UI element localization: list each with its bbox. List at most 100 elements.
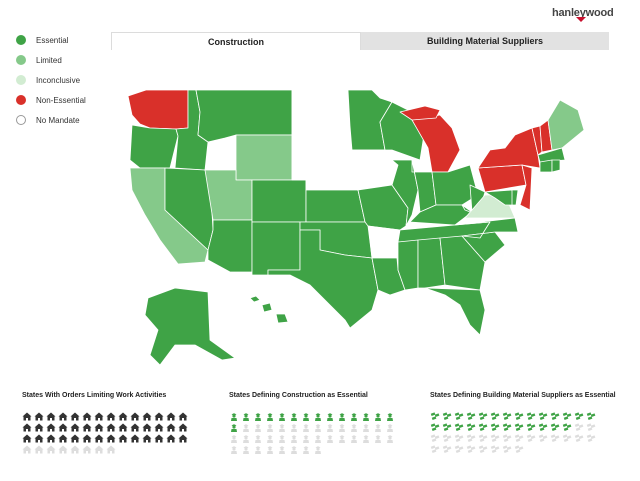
state-florida[interactable] xyxy=(424,287,486,336)
legend-item-no-mandate: No Mandate xyxy=(16,110,86,130)
state-alabama[interactable] xyxy=(417,237,446,289)
house-icon xyxy=(58,419,68,432)
state-maine[interactable] xyxy=(547,99,585,151)
state-rhode-island[interactable] xyxy=(551,159,561,173)
state-new-york[interactable] xyxy=(477,127,541,169)
state-alaska[interactable] xyxy=(144,287,236,366)
house-icon xyxy=(94,441,104,454)
bricks-icon xyxy=(574,430,584,442)
us-map xyxy=(127,89,585,366)
tab-construction[interactable]: Construction xyxy=(111,32,361,50)
legend-label: No Mandate xyxy=(36,115,80,125)
bricks-icon xyxy=(454,408,464,420)
state-washington[interactable] xyxy=(127,89,189,130)
state-arkansas[interactable] xyxy=(367,225,401,259)
non-essential-dot-icon xyxy=(16,95,26,105)
house-icon xyxy=(22,408,32,421)
house-icon xyxy=(34,430,44,443)
bricks-icon xyxy=(430,408,440,420)
worker-icon xyxy=(361,419,371,432)
tab-building-material-suppliers[interactable]: Building Material Suppliers xyxy=(361,32,609,50)
stat-title: States Defining Construction as Essentia… xyxy=(229,392,368,399)
bricks-icon xyxy=(574,408,584,420)
state-north-dakota[interactable] xyxy=(291,89,351,127)
house-icon xyxy=(58,430,68,443)
worker-icon xyxy=(301,419,311,432)
state-new-mexico[interactable] xyxy=(251,221,301,276)
essential-dot-icon xyxy=(16,35,26,45)
stat-title: States Defining Building Material Suppli… xyxy=(430,392,616,399)
bricks-icon xyxy=(562,419,572,431)
house-icon xyxy=(118,419,128,432)
house-icon xyxy=(94,419,104,432)
state-mississippi[interactable] xyxy=(397,239,419,291)
worker-icon xyxy=(241,430,251,443)
state-maryland[interactable] xyxy=(484,189,516,206)
bricks-icon xyxy=(514,441,524,453)
legend-item-limited: Limited xyxy=(16,50,86,70)
bricks-icon xyxy=(550,408,560,420)
state-connecticut[interactable] xyxy=(539,159,553,173)
state-oregon[interactable] xyxy=(129,124,179,169)
icon-grid xyxy=(22,408,188,454)
bricks-icon xyxy=(550,430,560,442)
state-montana[interactable] xyxy=(195,89,293,143)
house-icon xyxy=(142,408,152,421)
worker-icon xyxy=(229,441,239,454)
state-pennsylvania[interactable] xyxy=(477,164,527,193)
house-icon xyxy=(34,419,44,432)
house-icon xyxy=(94,430,104,443)
worker-icon xyxy=(349,408,359,421)
house-icon xyxy=(94,408,104,421)
bricks-icon xyxy=(526,430,536,442)
house-icon xyxy=(70,419,80,432)
state-delaware[interactable] xyxy=(511,189,519,206)
state-arizona[interactable] xyxy=(207,219,253,273)
house-icon xyxy=(82,408,92,421)
bricks-icon xyxy=(430,419,440,431)
state-hawaii[interactable] xyxy=(249,295,261,303)
bricks-icon xyxy=(550,419,560,431)
bricks-icon xyxy=(574,419,584,431)
worker-icon xyxy=(313,430,323,443)
house-icon xyxy=(118,408,128,421)
house-icon xyxy=(106,419,116,432)
bricks-icon xyxy=(454,430,464,442)
state-hawaii-3[interactable] xyxy=(275,313,289,324)
worker-icon xyxy=(289,419,299,432)
house-icon xyxy=(46,441,56,454)
bricks-icon xyxy=(586,419,596,431)
bricks-icon xyxy=(514,430,524,442)
bricks-icon xyxy=(442,430,452,442)
state-iowa[interactable] xyxy=(351,149,399,191)
bricks-icon xyxy=(526,408,536,420)
bricks-icon xyxy=(430,430,440,442)
house-icon xyxy=(166,419,176,432)
state-michigan-upper[interactable] xyxy=(399,105,441,121)
house-icon xyxy=(142,430,152,443)
state-hawaii-2[interactable] xyxy=(261,302,273,313)
worker-icon xyxy=(277,408,287,421)
worker-icon xyxy=(349,419,359,432)
bricks-icon xyxy=(502,419,512,431)
state-michigan[interactable] xyxy=(411,114,461,173)
house-icon xyxy=(118,430,128,443)
worker-icon xyxy=(229,430,239,443)
worker-icon xyxy=(301,441,311,454)
state-kansas[interactable] xyxy=(305,189,366,223)
state-new-jersey[interactable] xyxy=(519,164,533,211)
worker-icon xyxy=(277,441,287,454)
worker-icon xyxy=(253,419,263,432)
state-massachusetts[interactable] xyxy=(537,147,566,163)
worker-icon xyxy=(265,408,275,421)
state-texas[interactable] xyxy=(267,229,379,329)
worker-icon xyxy=(277,419,287,432)
house-icon xyxy=(70,430,80,443)
state-north-carolina[interactable] xyxy=(454,217,519,239)
worker-icon xyxy=(229,419,239,432)
state-south-dakota[interactable] xyxy=(291,125,353,166)
bricks-icon xyxy=(490,441,500,453)
state-colorado[interactable] xyxy=(251,179,307,223)
state-wyoming[interactable] xyxy=(235,134,293,181)
bricks-icon xyxy=(478,408,488,420)
